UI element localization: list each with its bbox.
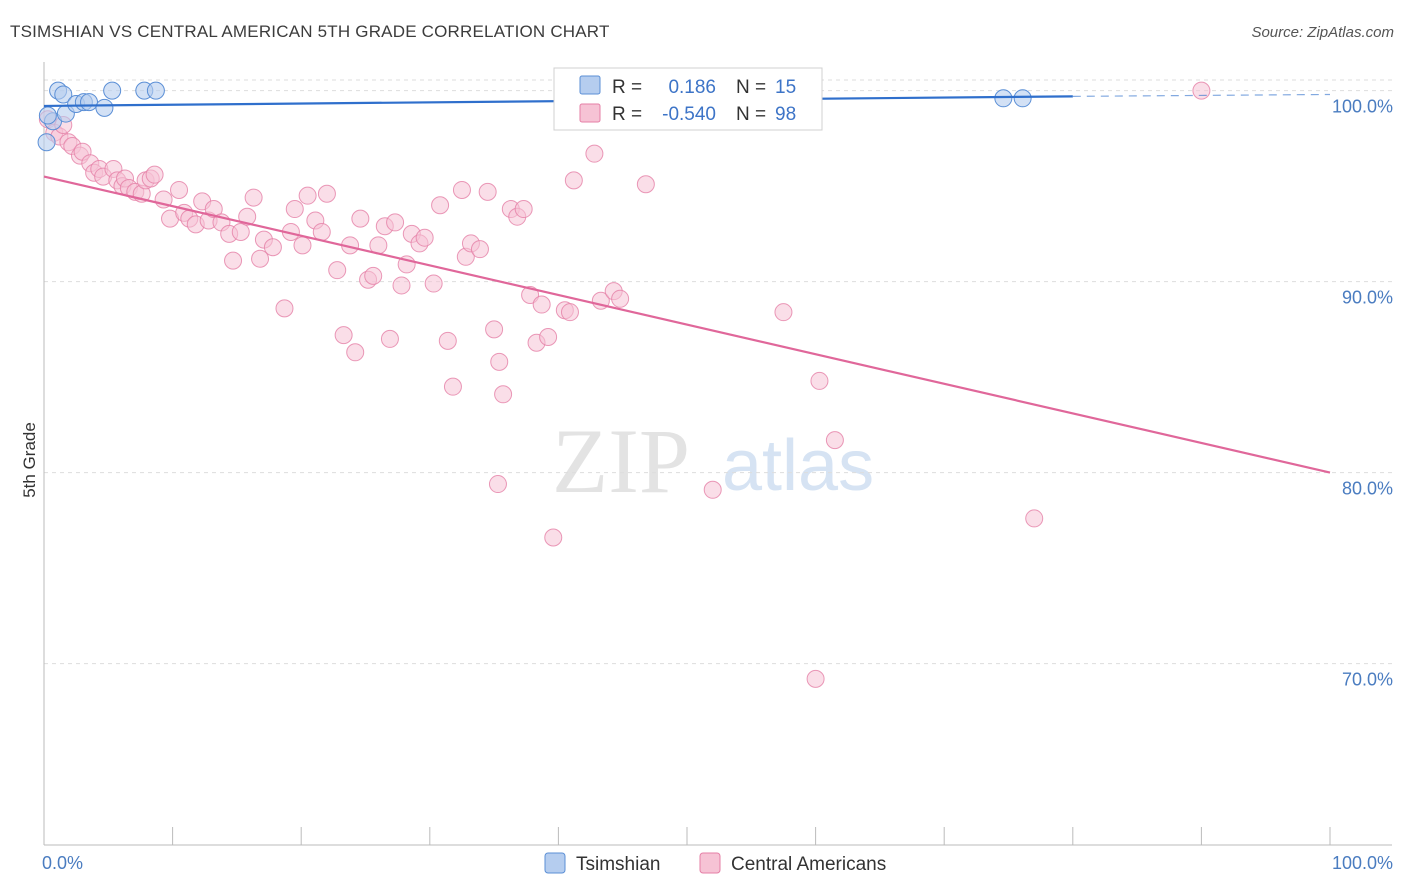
point-central-americans-58 bbox=[386, 213, 405, 232]
point-central-americans-21 bbox=[145, 165, 164, 184]
point-tsimshian-3 bbox=[54, 85, 73, 104]
legend-r-value-pink: -0.540 bbox=[662, 104, 716, 125]
point-central-americans-33 bbox=[224, 251, 243, 270]
point-central-americans-43 bbox=[293, 236, 312, 255]
point-central-americans-67 bbox=[443, 377, 462, 396]
point-tsimshian-0 bbox=[37, 133, 56, 152]
point-central-americans-73 bbox=[485, 320, 504, 339]
point-central-americans-72 bbox=[478, 182, 497, 201]
legend-r-value-blue: 0.186 bbox=[663, 77, 716, 98]
chart-source: Source: ZipAtlas.com bbox=[1251, 24, 1394, 41]
point-central-americans-90 bbox=[488, 475, 507, 494]
point-central-americans-98 bbox=[1025, 509, 1044, 528]
point-tsimshian-13 bbox=[1013, 89, 1032, 108]
point-central-americans-96 bbox=[810, 371, 829, 390]
point-tsimshian-9 bbox=[103, 81, 122, 100]
point-central-americans-24 bbox=[170, 180, 189, 199]
point-tsimshian-14 bbox=[38, 106, 57, 125]
point-central-americans-48 bbox=[328, 261, 347, 280]
point-central-americans-95 bbox=[806, 669, 825, 688]
point-central-americans-68 bbox=[452, 180, 471, 199]
point-central-americans-36 bbox=[244, 188, 263, 207]
point-central-americans-59 bbox=[392, 276, 411, 295]
point-central-americans-89 bbox=[636, 175, 655, 194]
point-central-americans-39 bbox=[263, 238, 282, 257]
x-tick-label-100: 100.0% bbox=[1332, 853, 1393, 873]
point-central-americans-82 bbox=[539, 328, 558, 347]
point-central-americans-64 bbox=[424, 274, 443, 293]
trend-line-central-americans bbox=[43, 175, 1331, 474]
point-central-americans-44 bbox=[298, 186, 317, 205]
chart-title: TSIMSHIAN VS CENTRAL AMERICAN 5TH GRADE … bbox=[10, 22, 610, 41]
legend-n-value-blue: 15 bbox=[775, 77, 796, 98]
point-central-americans-57 bbox=[380, 329, 399, 348]
point-central-americans-51 bbox=[346, 343, 365, 362]
legend-r-label-pink: R = bbox=[612, 104, 642, 125]
point-central-americans-79 bbox=[521, 285, 540, 304]
y-axis-title: 5th Grade bbox=[20, 422, 39, 498]
legend-swatch-blue bbox=[579, 75, 601, 95]
point-central-americans-42 bbox=[285, 200, 304, 219]
watermark: ZIP atlas bbox=[552, 410, 874, 512]
gridlines: 70.0% 80.0% 90.0% 100.0% bbox=[44, 79, 1393, 690]
point-tsimshian-7 bbox=[80, 93, 99, 112]
legend-n-label-pink: N = bbox=[736, 104, 766, 125]
axes: 0.0% 100.0% bbox=[42, 62, 1393, 873]
legend-n-label-blue: N = bbox=[736, 77, 766, 98]
legend-r-label-blue: R = bbox=[612, 77, 642, 98]
point-central-americans-88 bbox=[611, 289, 630, 308]
point-central-americans-40 bbox=[275, 299, 294, 318]
series-legend: Tsimshian Central Americans bbox=[544, 852, 886, 875]
point-central-americans-35 bbox=[238, 207, 257, 226]
point-central-americans-91 bbox=[564, 171, 583, 190]
x-tick-label-0: 0.0% bbox=[42, 853, 83, 873]
point-tsimshian-12 bbox=[994, 89, 1013, 108]
point-central-americans-92 bbox=[585, 144, 604, 163]
series-legend-label-tsimshian[interactable]: Tsimshian bbox=[576, 854, 660, 875]
point-central-americans-30 bbox=[204, 200, 223, 219]
y-tick-label-80: 80.0% bbox=[1342, 479, 1393, 499]
point-central-americans-93 bbox=[703, 480, 722, 499]
point-central-americans-81 bbox=[532, 295, 551, 314]
point-central-americans-78 bbox=[514, 200, 533, 219]
legend-n-value-pink: 98 bbox=[775, 104, 796, 125]
stats-legend: R = 0.186 N = 15 R = -0.540 N = 98 bbox=[553, 67, 823, 131]
point-central-americans-52 bbox=[351, 209, 370, 228]
point-tsimshian-11 bbox=[146, 81, 165, 100]
data-points bbox=[37, 81, 1211, 688]
y-tick-label-90: 90.0% bbox=[1342, 288, 1393, 308]
point-central-americans-65 bbox=[431, 196, 450, 215]
y-tick-label-100: 100.0% bbox=[1332, 97, 1393, 117]
point-central-americans-34 bbox=[231, 222, 250, 241]
point-central-americans-37 bbox=[251, 249, 270, 268]
point-central-americans-47 bbox=[317, 184, 336, 203]
point-central-americans-97 bbox=[825, 431, 844, 450]
point-central-americans-54 bbox=[364, 266, 383, 285]
point-central-americans-99 bbox=[1192, 81, 1211, 100]
point-central-americans-66 bbox=[438, 331, 457, 350]
series-legend-swatch-tsimshian[interactable] bbox=[544, 852, 566, 874]
point-central-americans-74 bbox=[490, 352, 509, 371]
point-central-americans-83 bbox=[544, 528, 563, 547]
legend-swatch-pink bbox=[579, 103, 601, 123]
watermark-atlas: atlas bbox=[722, 426, 874, 506]
point-central-americans-71 bbox=[470, 240, 489, 259]
series-legend-swatch-central-americans[interactable] bbox=[699, 852, 721, 874]
point-central-americans-94 bbox=[774, 303, 793, 322]
point-tsimshian-8 bbox=[95, 98, 114, 117]
point-central-americans-85 bbox=[560, 303, 579, 322]
point-central-americans-63 bbox=[415, 228, 434, 247]
point-central-americans-49 bbox=[334, 326, 353, 345]
trend-line-tsimshian-extension bbox=[1072, 93, 1331, 97]
y-tick-label-70: 70.0% bbox=[1342, 670, 1393, 690]
point-central-americans-75 bbox=[494, 385, 513, 404]
watermark-zip: ZIP bbox=[552, 410, 690, 512]
series-legend-label-central-americans[interactable]: Central Americans bbox=[731, 854, 886, 875]
point-central-americans-46 bbox=[312, 222, 331, 241]
